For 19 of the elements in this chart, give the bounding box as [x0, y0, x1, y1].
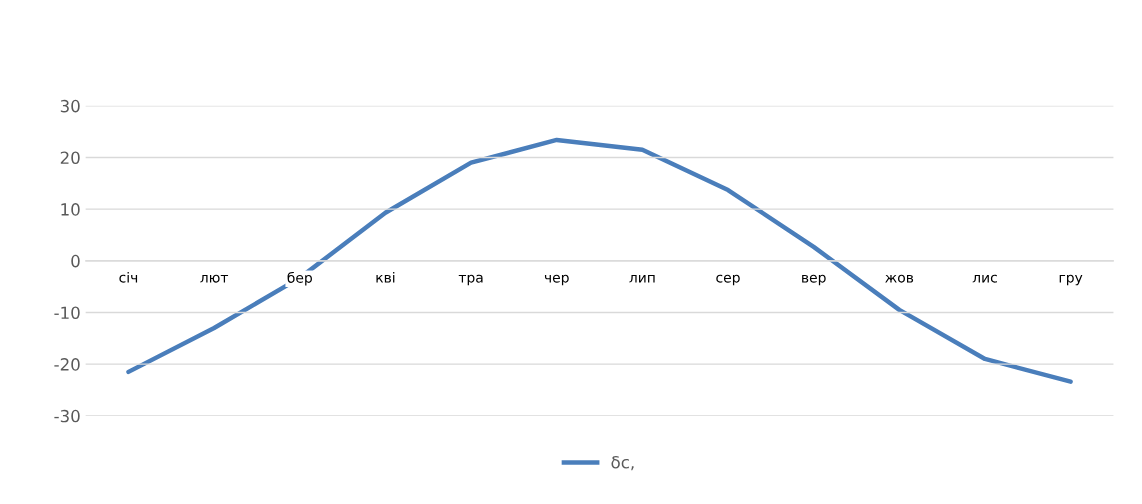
y-tick-label: 20 [60, 151, 80, 165]
x-tick-label: лют [200, 274, 229, 283]
x-tick-label: сер [716, 274, 740, 286]
x-tick-label: гру [1059, 274, 1083, 286]
y-tick-label: -30 [54, 409, 80, 423]
x-tick-label: лип [629, 274, 655, 283]
x-tick-label: вер [802, 274, 826, 286]
x-tick-label: чер [544, 274, 569, 286]
y-tick-label: 10 [61, 203, 80, 216]
y-tick-label: -10 [54, 306, 80, 320]
y-tick-label: 30 [60, 99, 80, 113]
x-tick-label: жов [885, 274, 914, 283]
x-tick-label: січ [119, 271, 138, 283]
x-tick-label: тра [458, 274, 483, 286]
legend-label: δc, [611, 455, 634, 471]
y-tick-label: -20 [54, 358, 80, 371]
x-tick-label: кві [376, 271, 395, 283]
y-tick-label: 0 [71, 254, 80, 268]
x-tick-label: лис [972, 274, 997, 283]
